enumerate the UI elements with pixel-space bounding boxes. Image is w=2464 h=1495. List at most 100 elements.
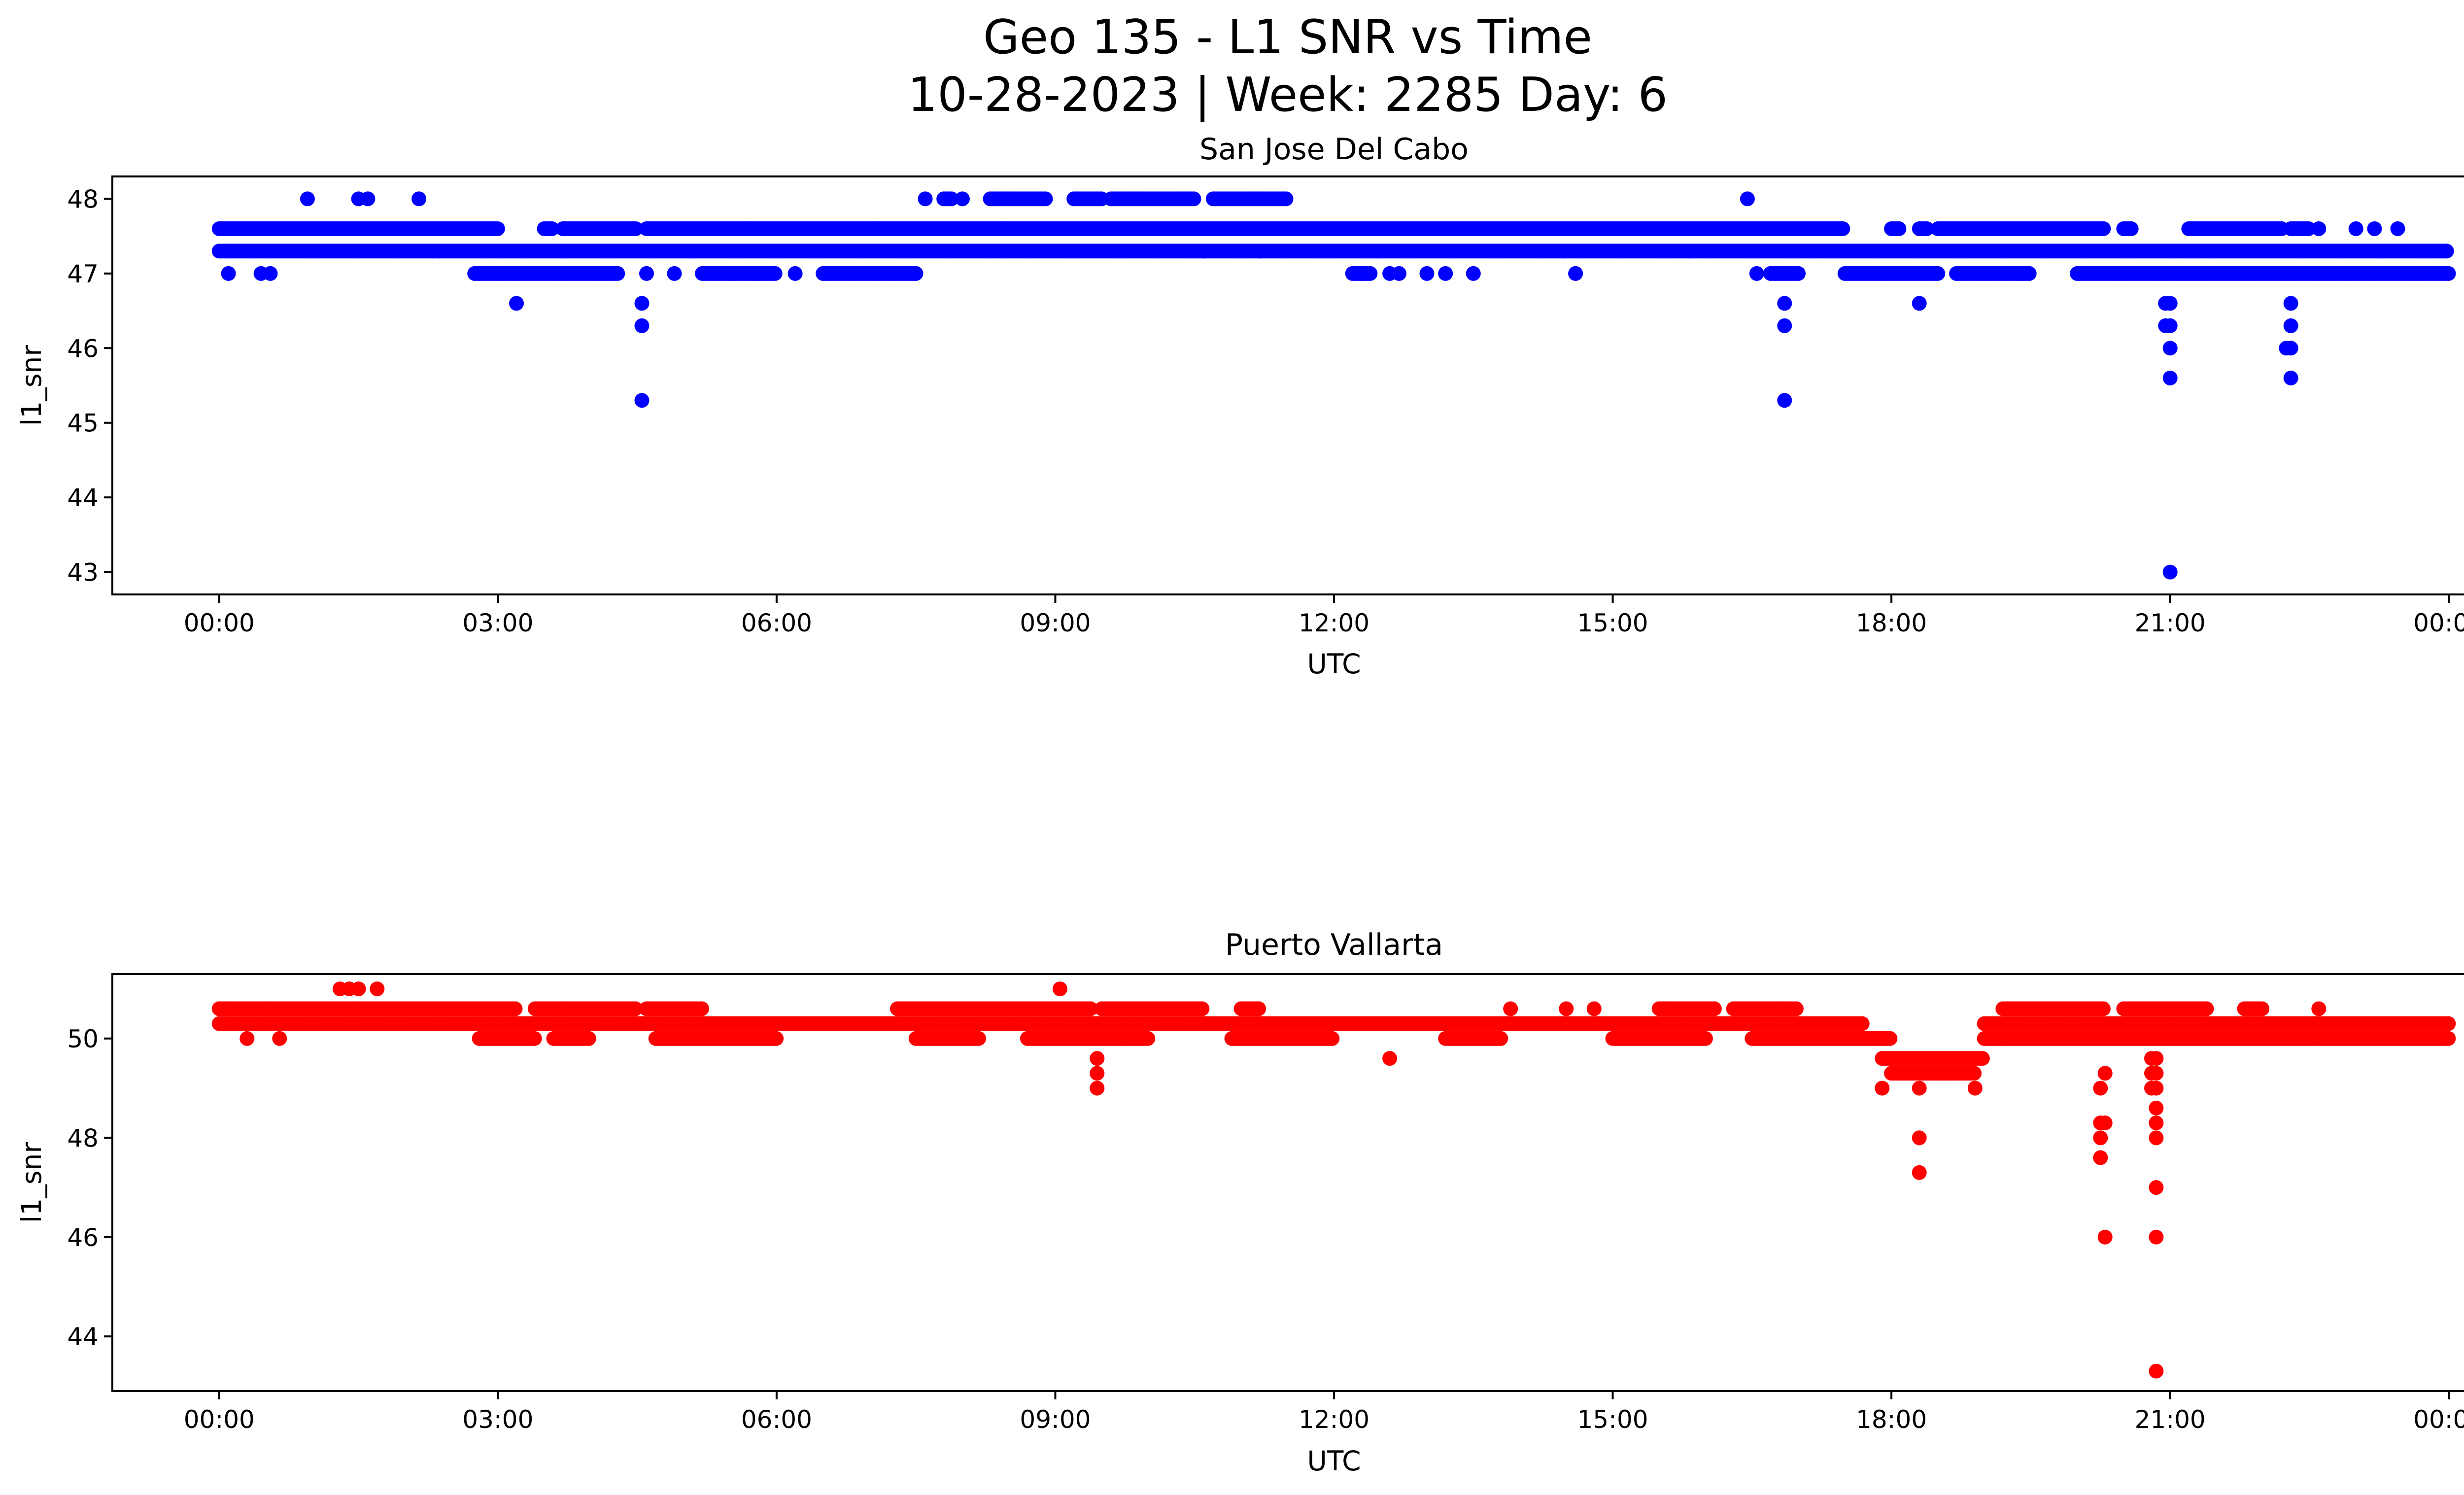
data-point: [1586, 1001, 1602, 1016]
x-tick-label: 12:00: [1299, 1405, 1369, 1434]
data-point: [272, 1031, 287, 1046]
data-point: [2441, 1016, 2456, 1031]
data-point: [634, 318, 650, 333]
data-point: [300, 191, 315, 207]
data-point: [2149, 1066, 2164, 1081]
data-point: [1875, 1080, 1890, 1096]
data-point: [1788, 1001, 1804, 1016]
data-point: [2097, 1229, 2113, 1245]
data-point: [1392, 266, 1406, 281]
data-point: [1912, 296, 1927, 311]
data-point: [610, 266, 625, 281]
x-tick-label: 06:00: [741, 1405, 812, 1434]
data-point: [1967, 1080, 1983, 1096]
x-tick-label: 00:00: [2413, 1405, 2464, 1434]
y-axis: 44 46 48 50: [67, 1025, 112, 1351]
data-point: [1967, 1066, 1982, 1081]
x-tick-label: 06:00: [741, 609, 812, 637]
data-point: [1740, 191, 1755, 207]
y-axis: 43 44 45 46 47 48: [67, 185, 112, 587]
data-point: [351, 981, 366, 997]
data-point: [2301, 221, 2316, 236]
x-tick-label: 09:00: [1020, 609, 1091, 637]
data-point: [1559, 1001, 1574, 1016]
data-point: [2149, 1051, 2164, 1066]
data-point: [2097, 1066, 2113, 1081]
data-point: [2093, 1150, 2108, 1165]
data-point: [2441, 1031, 2456, 1046]
data-point: [639, 266, 654, 281]
x-tick-label: 18:00: [1856, 1405, 1927, 1434]
data-point: [263, 266, 278, 281]
data-point: [1382, 1051, 1398, 1066]
data-point: [2390, 221, 2405, 236]
data-point: [1252, 243, 1267, 259]
x-tick-label: 00:00: [184, 1405, 255, 1434]
data-point: [1930, 266, 1946, 281]
y-tick-label: 48: [67, 185, 99, 213]
data-point: [240, 1031, 255, 1046]
data-point: [2093, 1080, 2108, 1096]
data-point: [1995, 1031, 2011, 1046]
data-point: [918, 191, 933, 207]
data-point: [1835, 221, 1850, 236]
y-tick-label: 46: [67, 334, 99, 363]
data-point: [2149, 1100, 2164, 1115]
data-point: [1777, 296, 1792, 311]
data-point: [1777, 393, 1792, 408]
data-point: [2149, 1080, 2164, 1096]
x-tick-label: 09:00: [1020, 1405, 1091, 1434]
data-point: [527, 1031, 542, 1046]
data-point: [694, 1001, 709, 1016]
data-point: [2162, 296, 2178, 311]
data-point: [1052, 981, 1067, 997]
data-point: [908, 266, 924, 281]
data-point: [1891, 221, 1907, 236]
data-point: [2162, 341, 2178, 356]
plot-title: Puerto Vallarta: [1225, 928, 1443, 962]
data-point: [2283, 370, 2298, 385]
data-point: [1882, 1031, 1898, 1046]
data-point: [1912, 1165, 1927, 1180]
data-point: [1493, 1031, 1508, 1046]
data-point: [628, 221, 643, 236]
data-point: [1791, 266, 1806, 281]
x-tick-label: 15:00: [1577, 1405, 1648, 1434]
data-point: [1698, 1031, 1713, 1046]
data-point: [2439, 243, 2454, 259]
x-tick-label: 03:00: [462, 1405, 533, 1434]
data-point: [2095, 1001, 2111, 1016]
data-point: [787, 266, 803, 281]
data-point: [955, 191, 970, 207]
data-point: [2311, 1001, 2327, 1016]
y-tick-label: 43: [67, 558, 99, 587]
plot-frame: [111, 175, 2464, 595]
data-point: [971, 1031, 986, 1046]
data-point: [944, 191, 959, 207]
data-point: [2162, 564, 2178, 580]
data-point: [1503, 1001, 1518, 1016]
data-point: [634, 296, 650, 311]
data-point: [751, 266, 766, 281]
data-point: [1197, 243, 1212, 259]
data-point: [1749, 266, 1764, 281]
x-tick-label: 21:00: [2135, 609, 2206, 637]
data-point: [2162, 370, 2178, 385]
data-point: [370, 981, 385, 997]
data-point: [1278, 191, 1294, 207]
y-tick-label: 45: [67, 409, 99, 438]
data-point: [2283, 341, 2298, 356]
data-point: [2093, 1130, 2108, 1146]
data-point: [2311, 221, 2327, 236]
data-point: [1419, 266, 1435, 281]
data-point: [360, 191, 376, 207]
data-point: [2149, 1363, 2164, 1379]
data-point: [2014, 266, 2029, 281]
data-point: [2199, 1001, 2214, 1016]
data-point: [767, 266, 783, 281]
data-point: [2348, 221, 2363, 236]
x-tick-label: 00:00: [2413, 609, 2464, 637]
data-point: [2367, 221, 2382, 236]
data-point: [1568, 266, 1583, 281]
